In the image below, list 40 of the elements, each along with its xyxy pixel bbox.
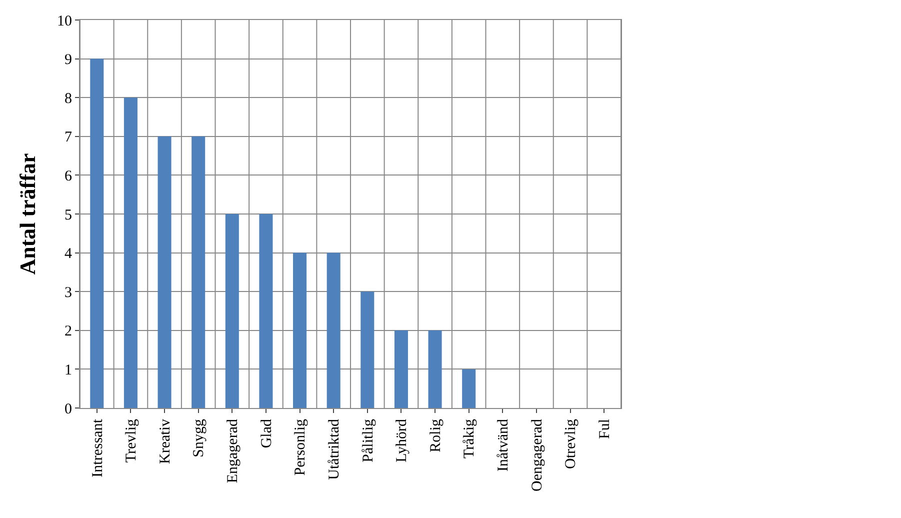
y-tick-label: 0 — [64, 401, 72, 418]
y-tick-label: 5 — [64, 207, 72, 224]
x-tick-label: Rolig — [428, 418, 444, 452]
bar — [225, 214, 239, 408]
y-tick-label: 7 — [64, 130, 72, 146]
x-tick-label: Oengagerad — [529, 418, 546, 492]
x-tick-label: Tråkig — [462, 418, 478, 458]
bar — [462, 369, 476, 408]
bar — [158, 136, 172, 408]
x-tick-label: Otrevlig — [563, 418, 580, 469]
bar — [360, 292, 374, 408]
y-tick-label: 9 — [64, 52, 72, 68]
bar — [192, 136, 206, 408]
y-tick-label: 3 — [64, 284, 72, 301]
bar — [90, 58, 104, 408]
y-tick-label: 1 — [64, 362, 72, 378]
y-axis-title: Antal träffar — [14, 152, 40, 275]
x-tick-label: Intressant — [90, 418, 106, 478]
x-tick-label: Engagerad — [225, 418, 242, 484]
x-tick-label: Inåtvänd — [496, 418, 512, 472]
bar — [326, 252, 340, 408]
bar — [428, 330, 442, 408]
bar — [124, 98, 138, 408]
y-tick-label: 8 — [64, 90, 72, 107]
y-tick-label: 6 — [64, 168, 72, 184]
x-tick-label: Utåtriktad — [326, 418, 342, 480]
y-tick-label: 2 — [64, 324, 72, 340]
x-tick-label: Trevlig — [124, 418, 140, 463]
bar — [394, 330, 408, 408]
x-tick-label: Pålitlig — [360, 418, 376, 462]
x-tick-label: Lyhörd — [394, 418, 410, 462]
y-tick-label: 10 — [57, 13, 72, 30]
x-tick-label: Glad — [258, 418, 275, 448]
x-tick-label: Kreativ — [157, 418, 174, 464]
x-tick-label: Personlig — [292, 418, 309, 476]
x-tick-label: Ful — [596, 419, 613, 440]
bar — [259, 214, 273, 408]
bar — [293, 252, 307, 408]
y-tick-label: 4 — [64, 246, 72, 262]
x-tick-label: Snygg — [191, 418, 208, 458]
